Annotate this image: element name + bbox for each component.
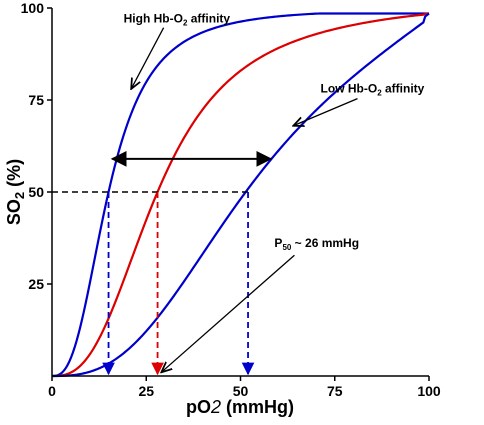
annotation-high-pointer [131,27,165,89]
y-tick-label: 75 [28,92,44,108]
y-axis-title: SO2 (%) [4,159,27,225]
plot-area: High Hb-O2 affinity Low Hb-O2 affinity P50… [51,12,430,378]
x-tick-label: 75 [327,383,343,399]
x-tick-label: 50 [233,383,249,399]
annotation-p50: P50 ~ 26 mmHg [161,236,359,372]
annotation-low: Low Hb-O2 affinity [293,82,425,126]
y-ticks: 25 50 75 100 [21,0,52,292]
x-tick-label: 25 [138,383,154,399]
annotation-low-pointer [293,98,358,126]
series-line-3 [52,12,430,378]
y-tick-label: 25 [28,276,44,292]
annotation-p50-label: P50 ~ 26 mmHg [274,236,359,252]
annotation-high-label: High Hb-O2 affinity [124,12,231,28]
x-axis-title: pO2 (mmHg) [186,397,294,417]
x-tick-label: 100 [417,383,441,399]
x-ticks: 0 25 50 75 100 [48,376,441,399]
annotation-high: High Hb-O2 affinity [124,12,231,89]
annotation-p50-pointer [161,254,295,372]
annotation-low-label: Low Hb-O2 affinity [321,82,425,98]
y-tick-label: 50 [28,184,44,200]
series-line-2 [51,12,430,378]
y-tick-label: 100 [21,0,45,16]
x-tick-label: 0 [48,383,56,399]
